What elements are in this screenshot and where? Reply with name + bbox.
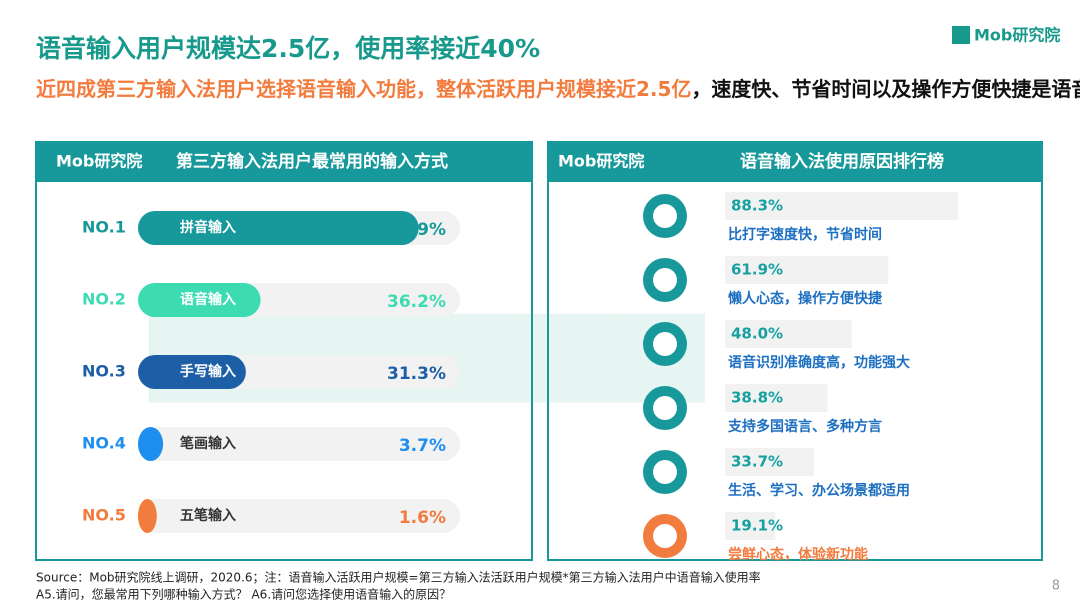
panel-logo: Mob研究院 xyxy=(558,152,644,171)
value-label: 3.7% xyxy=(399,436,446,456)
rank-label: NO.5 xyxy=(82,506,126,525)
category-label: 拼音输入 xyxy=(180,219,236,236)
category-label: 支持多国语言、多种方言 xyxy=(727,418,882,435)
title: 语音输入用户规模达2.5亿，使用率接近40% xyxy=(36,34,540,63)
bar xyxy=(138,499,157,533)
panel-header xyxy=(548,142,1042,182)
bar-track xyxy=(138,427,460,461)
bar-track xyxy=(138,499,460,533)
bar xyxy=(138,283,261,317)
source: Source：Mob研究院线上调研，2020.6；注：语音输入活跃用户规模=第三… xyxy=(36,570,761,585)
bar xyxy=(725,384,828,412)
logo-icon xyxy=(952,26,970,44)
value-label: 61.9% xyxy=(731,261,783,279)
category-label: 语音输入 xyxy=(180,291,236,308)
subtitle: 近四成第三方输入法用户选择语音输入功能，整体活跃用户规模接近2.5亿，速度快、节… xyxy=(36,77,1080,101)
category-label: 手写输入 xyxy=(180,363,236,380)
bar xyxy=(725,192,959,220)
rank-label: NO.3 xyxy=(82,362,126,381)
icon-inner xyxy=(653,396,677,420)
bar xyxy=(138,355,246,389)
icon-inner xyxy=(653,204,677,228)
value-label: 36.2% xyxy=(387,292,446,312)
panel-header xyxy=(36,142,532,182)
bar xyxy=(138,427,164,461)
icon-inner xyxy=(653,332,677,356)
panel-title: 语音输入法使用原因排行榜 xyxy=(740,151,944,172)
icon-inner xyxy=(653,268,677,292)
category-label: 语音识别准确度高，功能强大 xyxy=(728,354,910,371)
panel-title: 第三方输入法用户最常用的输入方式 xyxy=(176,151,448,172)
value-label: 88.9% xyxy=(387,220,446,240)
category-label: 比打字速度快，节省时间 xyxy=(728,226,882,243)
value-label: 31.3% xyxy=(387,364,446,384)
bar xyxy=(725,448,814,476)
subtitle-highlight: 近四成第三方输入法用户选择语音输入功能，整体活跃用户规模接近2.5亿 xyxy=(36,77,691,101)
panel-logo: Mob研究院 xyxy=(56,152,142,171)
bar xyxy=(725,512,776,540)
rank-label: NO.1 xyxy=(82,218,126,237)
icon-inner xyxy=(653,460,677,484)
category-label: 五笔输入 xyxy=(180,507,236,524)
questions: A5.请问，您最常用下列哪种输入方式？ A6.请问您选择使用语音输入的原因？ xyxy=(36,587,451,602)
value-label: 19.1% xyxy=(731,517,783,535)
icon-inner xyxy=(653,524,677,548)
bar xyxy=(725,320,852,348)
rank-label: NO.2 xyxy=(82,290,126,309)
bar xyxy=(138,211,419,245)
value-label: 1.6% xyxy=(399,508,446,528)
value-label: 88.3% xyxy=(731,197,783,215)
category-label: 笔画输入 xyxy=(180,435,236,452)
value-label: 48.0% xyxy=(731,325,783,343)
value-label: 38.8% xyxy=(731,389,783,407)
category-label: 尝鲜心态，体验新功能 xyxy=(728,546,868,563)
subtitle-rest: ，速度快、节省时间以及操作方便快捷是语音输入法吸引用户的首要原因 xyxy=(691,77,1080,101)
rank-label: NO.4 xyxy=(82,434,126,453)
page-number: 8 xyxy=(1052,579,1060,594)
category-label: 生活、学习、办公场景都适用 xyxy=(728,482,910,499)
bar xyxy=(725,256,889,284)
logo: Mob研究院 xyxy=(974,26,1060,45)
category-label: 懒人心态，操作方便快捷 xyxy=(728,290,883,307)
value-label: 33.7% xyxy=(731,453,783,471)
